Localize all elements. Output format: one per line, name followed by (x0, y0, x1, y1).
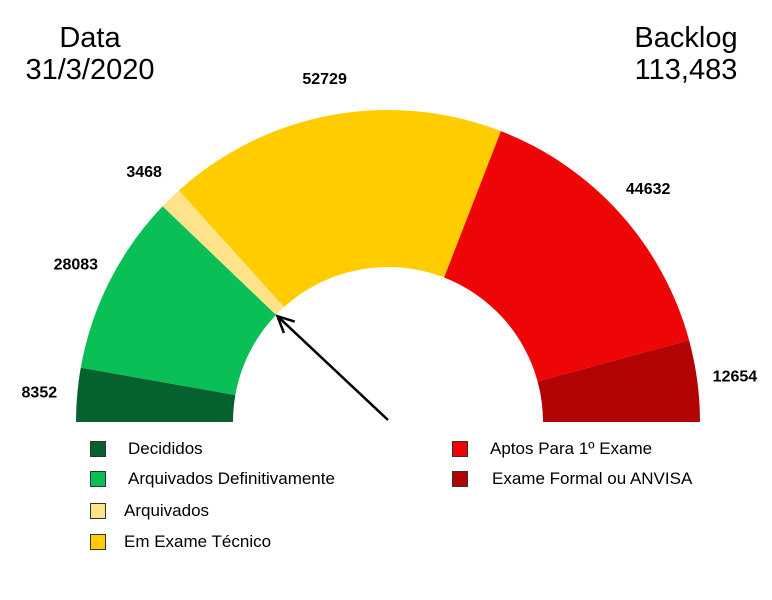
legend-item: Arquivados Definitivamente (90, 469, 335, 489)
data-label: 52729 (302, 71, 347, 88)
legend-swatch (452, 471, 468, 487)
legend-swatch (90, 471, 106, 487)
legend-item: Exame Formal ou ANVISA (452, 469, 692, 489)
legend-item: Em Exame Técnico (90, 532, 271, 552)
legend-swatch (90, 534, 106, 550)
legend-label: Aptos Para 1º Exame (490, 439, 652, 459)
legend-label: Exame Formal ou ANVISA (492, 469, 692, 489)
legend-label: Arquivados (124, 501, 209, 521)
legend-item: Decididos (90, 439, 203, 459)
legend-swatch (90, 503, 106, 519)
data-label: 8352 (22, 384, 58, 401)
data-label: 3468 (126, 164, 162, 181)
arrow-annotation (277, 316, 388, 420)
legend-label: Decididos (128, 439, 203, 459)
legend-item: Aptos Para 1º Exame (452, 439, 652, 459)
data-label: 44632 (626, 181, 671, 198)
data-label: 12654 (713, 369, 758, 386)
legend-label: Arquivados Definitivamente (128, 469, 335, 489)
legend-swatch (452, 441, 468, 457)
legend-swatch (90, 441, 106, 457)
data-label: 28083 (54, 257, 99, 274)
legend-label: Em Exame Técnico (124, 532, 271, 552)
legend-item: Arquivados (90, 501, 209, 521)
